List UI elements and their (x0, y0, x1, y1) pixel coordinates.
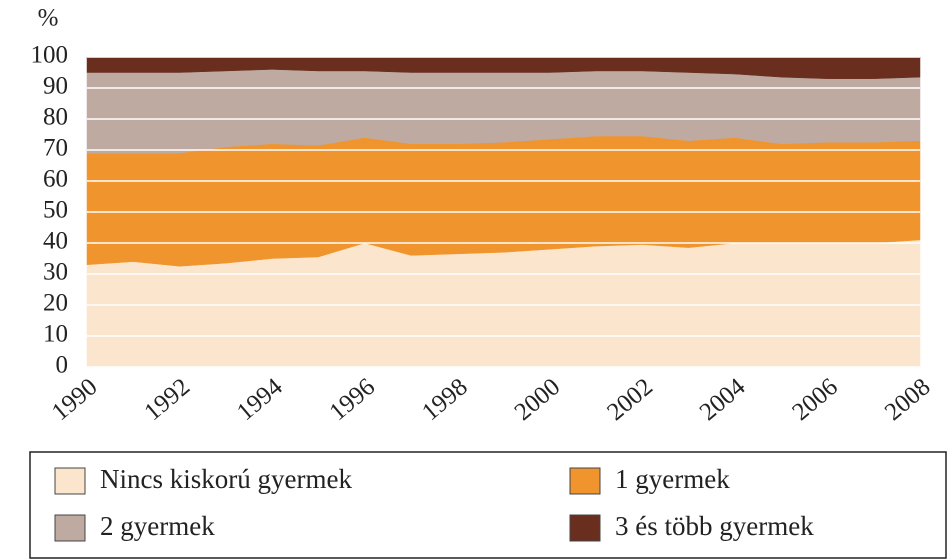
y-axis-label: % (38, 5, 59, 32)
legend-label: 1 gyermek (615, 464, 730, 494)
x-tick-label: 2008 (880, 373, 936, 426)
legend-label: 3 és több gyermek (615, 511, 814, 541)
legend-swatch (54, 467, 86, 495)
y-tick-label: 50 (43, 197, 68, 224)
y-tick-label: 40 (43, 228, 68, 255)
y-tick-label: 80 (43, 104, 68, 131)
legend-label: 2 gyermek (100, 511, 215, 541)
x-tick-label: 2004 (695, 373, 751, 426)
y-tick-label: 100 (31, 42, 69, 69)
legend-swatch (54, 514, 86, 542)
y-tick-label: 30 (43, 259, 68, 286)
y-tick-label: 10 (43, 321, 68, 348)
x-tick-label: 1994 (232, 373, 288, 426)
x-tick-label: 1990 (47, 373, 103, 426)
legend-box (29, 451, 947, 559)
legend-swatch (569, 514, 601, 542)
y-tick-label: 20 (43, 290, 68, 317)
y-tick-label: 60 (43, 166, 68, 193)
y-tick-label: 90 (43, 73, 68, 100)
legend-label: Nincs kiskorú gyermek (100, 464, 352, 494)
x-tick-label: 1996 (325, 373, 381, 426)
area (86, 69, 921, 154)
y-tick-label: 70 (43, 135, 68, 162)
legend-swatch (569, 467, 601, 495)
x-tick-label: 1998 (417, 373, 473, 426)
x-tick-label: 2002 (602, 373, 658, 426)
x-tick-label: 2000 (510, 373, 566, 426)
y-tick-label: 0 (56, 352, 69, 379)
x-tick-label: 1992 (139, 373, 195, 426)
x-tick-label: 2006 (787, 373, 843, 426)
legend: Nincs kiskorú gyermek 1 gyermek 2 gyermek 3… (29, 451, 947, 559)
